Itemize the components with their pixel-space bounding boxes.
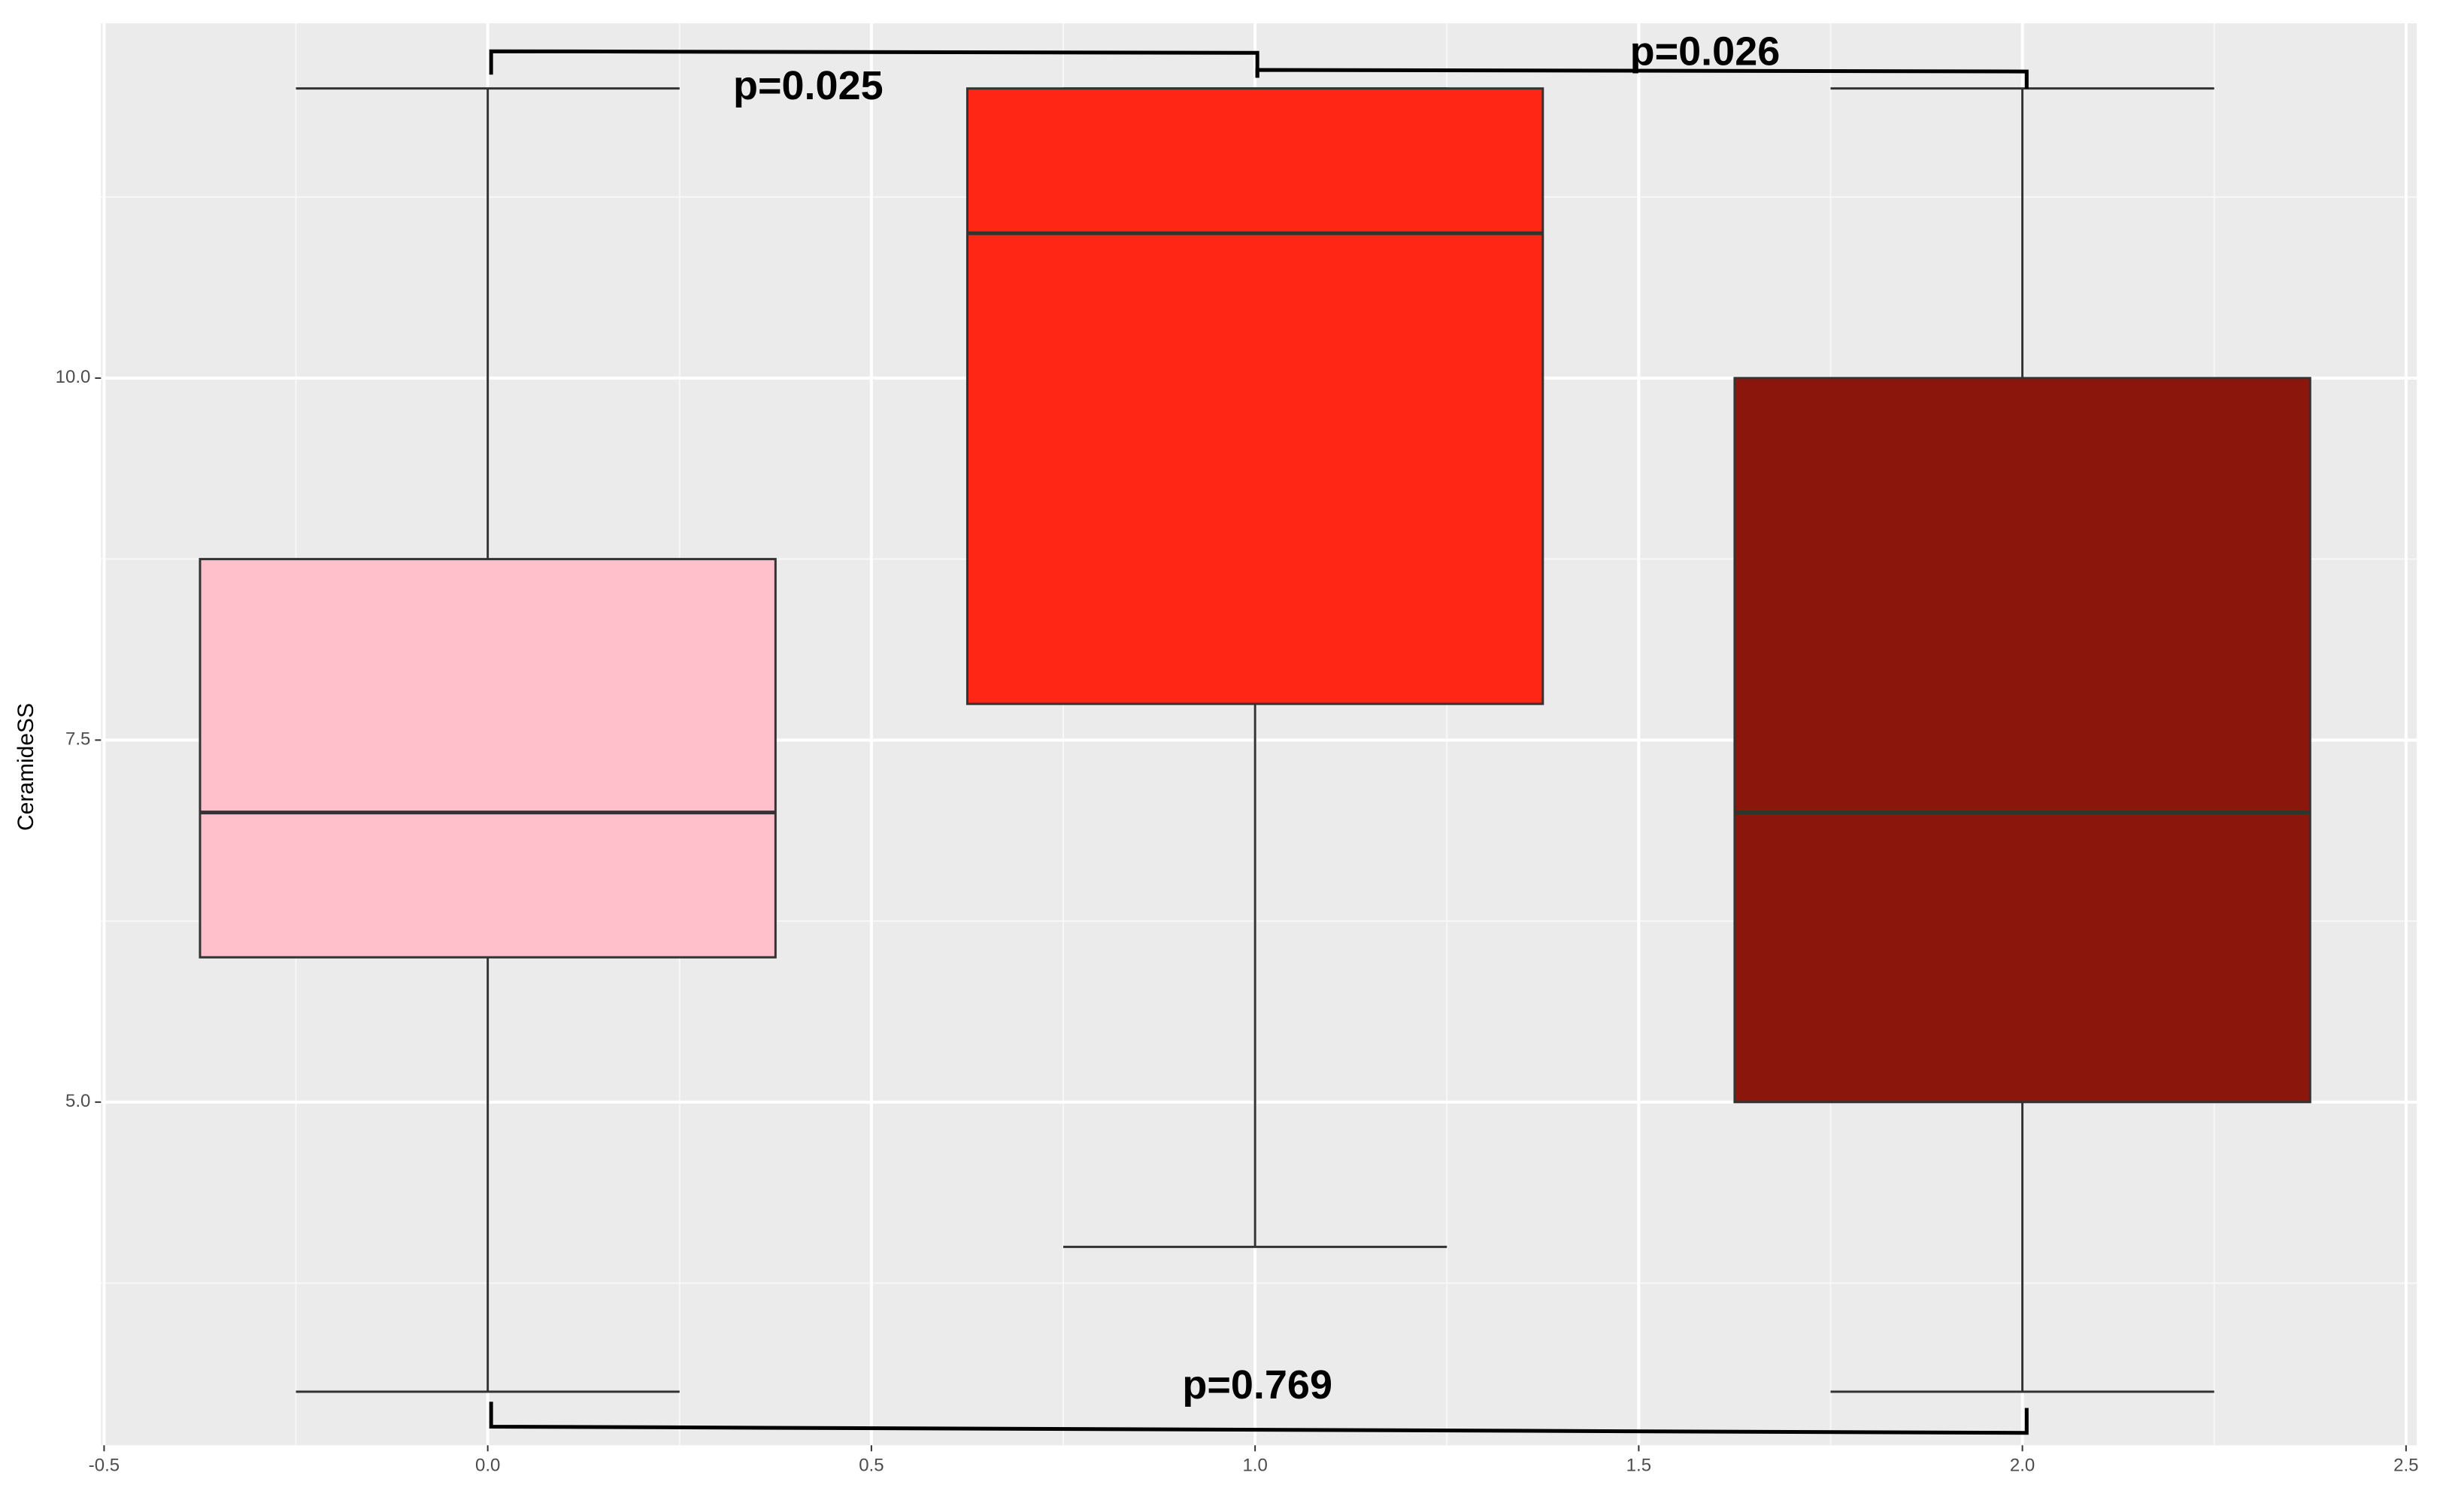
p-value-label: p=0.025: [733, 63, 884, 108]
box: [965, 87, 1544, 705]
bracket: [489, 49, 1259, 78]
y-tick-label: 10.0: [56, 367, 91, 387]
p-value-label: p=0.769: [1182, 1362, 1332, 1407]
y-tick-label: 7.5: [65, 729, 90, 750]
p-value-label: p=0.026: [1630, 29, 1781, 74]
box: [1733, 377, 2311, 1104]
bracket: [489, 1401, 2029, 1435]
x-tick-label: 2.0: [2010, 1456, 2035, 1476]
y-axis-label: CeramideSS: [14, 703, 38, 831]
x-tick-label: 0.0: [475, 1456, 500, 1476]
x-tick-label: 1.0: [1242, 1456, 1267, 1476]
x-tick-label: 1.5: [1626, 1456, 1651, 1476]
y-tick-label: 5.0: [65, 1091, 90, 1111]
bracket: [1255, 68, 2029, 89]
x-tick-label: 0.5: [859, 1456, 884, 1476]
x-tick-label: -0.5: [89, 1456, 120, 1476]
box: [199, 558, 777, 959]
x-tick-label: 2.5: [2393, 1456, 2418, 1476]
